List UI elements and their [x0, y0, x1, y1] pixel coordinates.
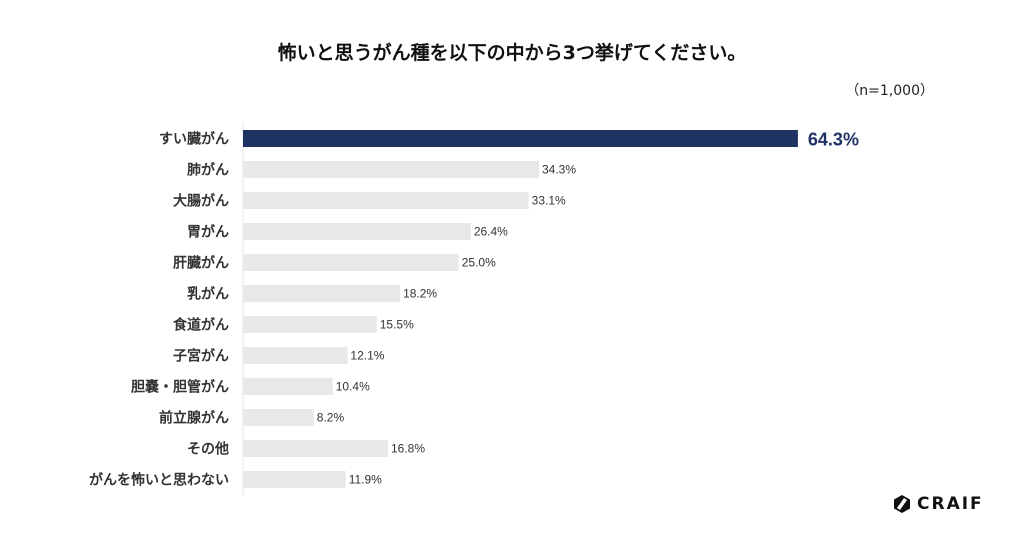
category-label: 肝臓がん — [173, 255, 229, 272]
bar — [243, 285, 401, 302]
value-label: 8.2% — [317, 411, 345, 425]
category-label: 乳がん — [187, 286, 229, 303]
value-label: 25.0% — [462, 256, 496, 270]
bar — [243, 161, 540, 178]
bar — [243, 316, 377, 333]
bar — [243, 409, 314, 426]
bar — [243, 440, 388, 457]
category-label: その他 — [187, 441, 229, 458]
bar — [243, 347, 348, 364]
category-label: 胃がん — [187, 224, 229, 241]
category-label: 食道がん — [173, 317, 229, 334]
bar — [243, 471, 346, 488]
category-label: 肺がん — [187, 162, 229, 179]
category-label: 大腸がん — [173, 193, 229, 210]
bar — [243, 254, 459, 271]
craif-logo-icon — [894, 495, 910, 513]
value-label: 11.9% — [349, 473, 382, 487]
value-label: 12.1% — [350, 349, 384, 363]
value-label: 18.2% — [403, 287, 437, 301]
value-label: 16.8% — [391, 442, 425, 456]
value-label: 34.3% — [542, 163, 576, 177]
category-label: 前立腺がん — [159, 410, 229, 427]
category-label: がんを怖いと思わない — [89, 472, 229, 489]
bar — [243, 130, 798, 147]
category-label: 子宮がん — [173, 348, 229, 365]
bar — [243, 378, 333, 395]
logo-text: CRAIF — [917, 494, 984, 514]
chart-title: 怖いと思うがん種を以下の中から3つ挙げてください。 — [277, 42, 747, 64]
value-label: 64.3% — [808, 130, 859, 150]
value-label: 15.5% — [380, 318, 414, 332]
craif-logo: CRAIF — [893, 494, 984, 514]
value-label: 10.4% — [336, 380, 370, 394]
sample-size-note: （n=1,000） — [845, 83, 934, 99]
category-label: 胆嚢・胆管がん — [131, 379, 229, 396]
value-label: 26.4% — [474, 225, 508, 239]
value-label: 33.1% — [532, 194, 566, 208]
bar — [243, 192, 529, 209]
category-label: すい臓がん — [159, 131, 229, 148]
bar — [243, 223, 471, 240]
